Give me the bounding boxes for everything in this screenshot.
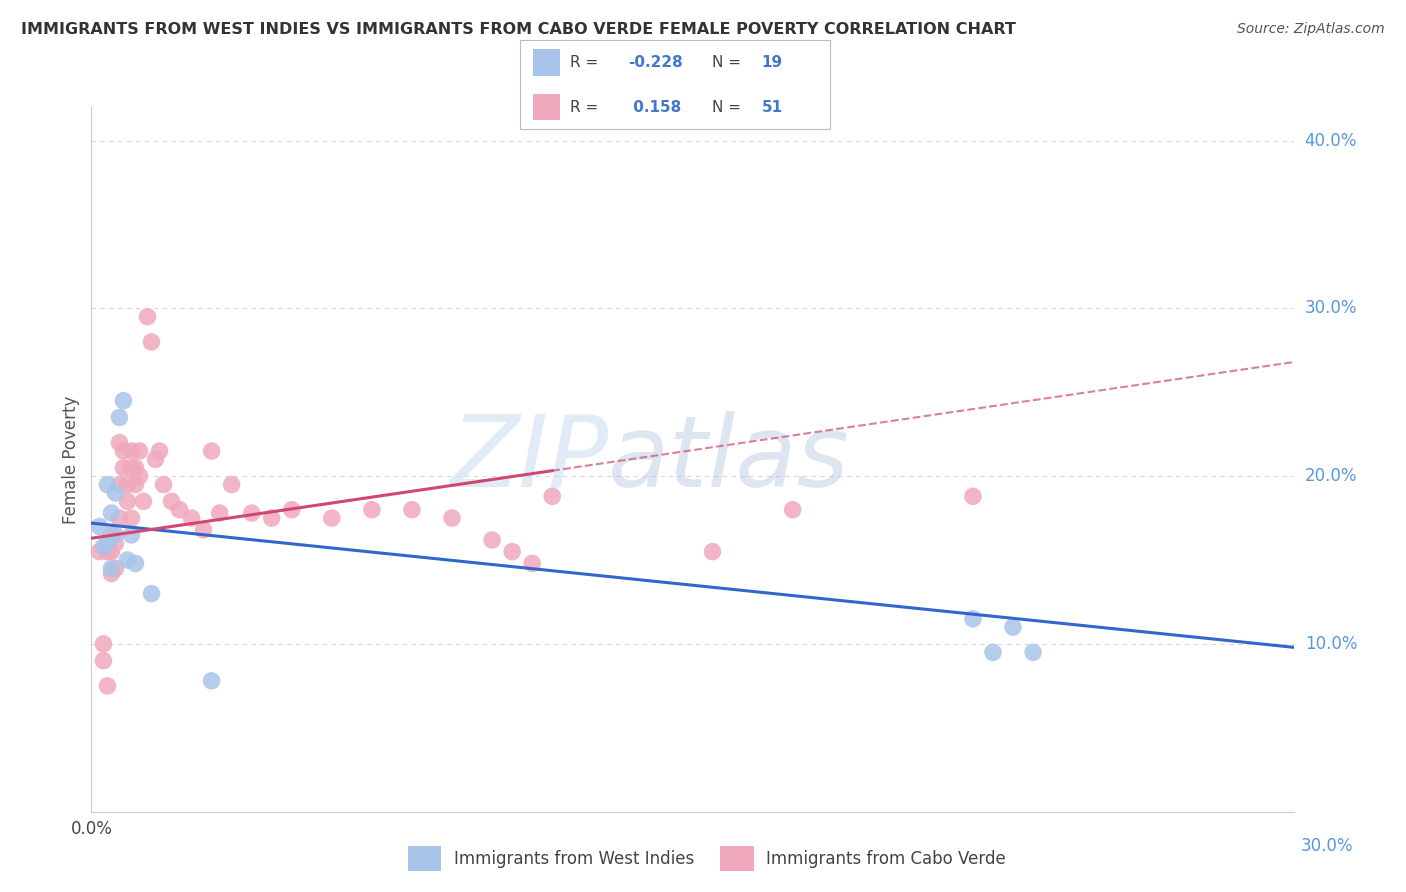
Point (121, 511, 143, 525)
Point (141, 334, 163, 349)
Point (160, 494, 183, 508)
Text: ZIP: ZIP (450, 411, 609, 508)
Text: 40.0%: 40.0% (1305, 132, 1357, 150)
Text: 30.0%: 30.0% (1305, 300, 1357, 318)
Point (136, 310, 159, 324)
Point (112, 444, 135, 458)
Point (117, 553, 139, 567)
Y-axis label: Female Poverty: Female Poverty (62, 395, 80, 524)
Point (141, 586, 163, 600)
Point (108, 410, 131, 425)
Point (152, 477, 174, 491)
Point (89, 519, 111, 533)
Point (100, 561, 122, 575)
Point (112, 393, 135, 408)
Text: 51: 51 (762, 100, 783, 114)
Point (104, 486, 127, 500)
Point (981, 645, 1004, 659)
Point (128, 469, 150, 483)
Point (96, 544, 118, 558)
FancyBboxPatch shape (533, 49, 561, 76)
Point (321, 511, 343, 525)
Point (132, 494, 155, 508)
Text: N =: N = (711, 55, 745, 70)
Point (96, 679, 118, 693)
Point (128, 444, 150, 458)
Point (501, 544, 523, 558)
Point (481, 533, 503, 547)
Point (1022, 645, 1045, 659)
Text: atlas: atlas (609, 411, 851, 508)
Point (1001, 620, 1024, 634)
FancyBboxPatch shape (533, 94, 561, 120)
Point (148, 444, 170, 458)
Point (100, 566, 122, 581)
Text: R =: R = (569, 55, 603, 70)
Point (401, 502, 423, 516)
Point (108, 477, 131, 491)
Text: Source: ZipAtlas.com: Source: ZipAtlas.com (1237, 22, 1385, 37)
Point (522, 557, 544, 571)
Text: 0.158: 0.158 (628, 100, 682, 114)
Point (145, 452, 167, 467)
Point (112, 460, 135, 475)
Point (201, 673, 224, 688)
Point (93, 637, 115, 651)
Text: 20.0%: 20.0% (1305, 467, 1357, 485)
Text: 19: 19 (762, 55, 783, 70)
Point (108, 511, 131, 525)
Point (201, 444, 224, 458)
Point (121, 460, 143, 475)
Point (541, 489, 564, 503)
Point (260, 511, 283, 525)
Text: IMMIGRANTS FROM WEST INDIES VS IMMIGRANTS FROM CABO VERDE FEMALE POVERTY CORRELA: IMMIGRANTS FROM WEST INDIES VS IMMIGRANT… (21, 22, 1017, 37)
Point (124, 460, 146, 475)
Point (782, 502, 804, 516)
Point (100, 528, 122, 542)
Point (93, 654, 115, 668)
Point (108, 435, 131, 450)
Point (96, 536, 118, 550)
Point (360, 502, 382, 516)
Text: Immigrants from Cabo Verde: Immigrants from Cabo Verde (766, 849, 1007, 868)
Text: 10.0%: 10.0% (1305, 635, 1357, 653)
Point (962, 612, 984, 626)
Text: -0.228: -0.228 (628, 55, 683, 70)
Point (121, 444, 143, 458)
Point (104, 561, 127, 575)
Point (281, 502, 304, 516)
Point (702, 544, 724, 558)
Point (124, 557, 146, 571)
Point (180, 511, 202, 525)
Point (100, 506, 122, 520)
FancyBboxPatch shape (520, 40, 830, 129)
Point (104, 536, 127, 550)
Point (193, 523, 215, 537)
Point (89, 544, 111, 558)
Text: R =: R = (569, 100, 603, 114)
Point (100, 544, 122, 558)
Point (240, 506, 263, 520)
Point (93, 540, 115, 554)
Point (962, 489, 984, 503)
FancyBboxPatch shape (408, 847, 441, 871)
Point (221, 477, 243, 491)
Text: Immigrants from West Indies: Immigrants from West Indies (454, 849, 695, 868)
Point (440, 511, 463, 525)
Point (169, 502, 191, 516)
Point (117, 477, 139, 491)
Text: N =: N = (711, 100, 745, 114)
Point (96, 477, 118, 491)
Point (121, 528, 143, 542)
Point (208, 506, 231, 520)
Point (124, 477, 146, 491)
Text: 30.0%: 30.0% (1301, 837, 1353, 855)
Point (117, 494, 139, 508)
FancyBboxPatch shape (720, 847, 754, 871)
Point (104, 528, 127, 542)
